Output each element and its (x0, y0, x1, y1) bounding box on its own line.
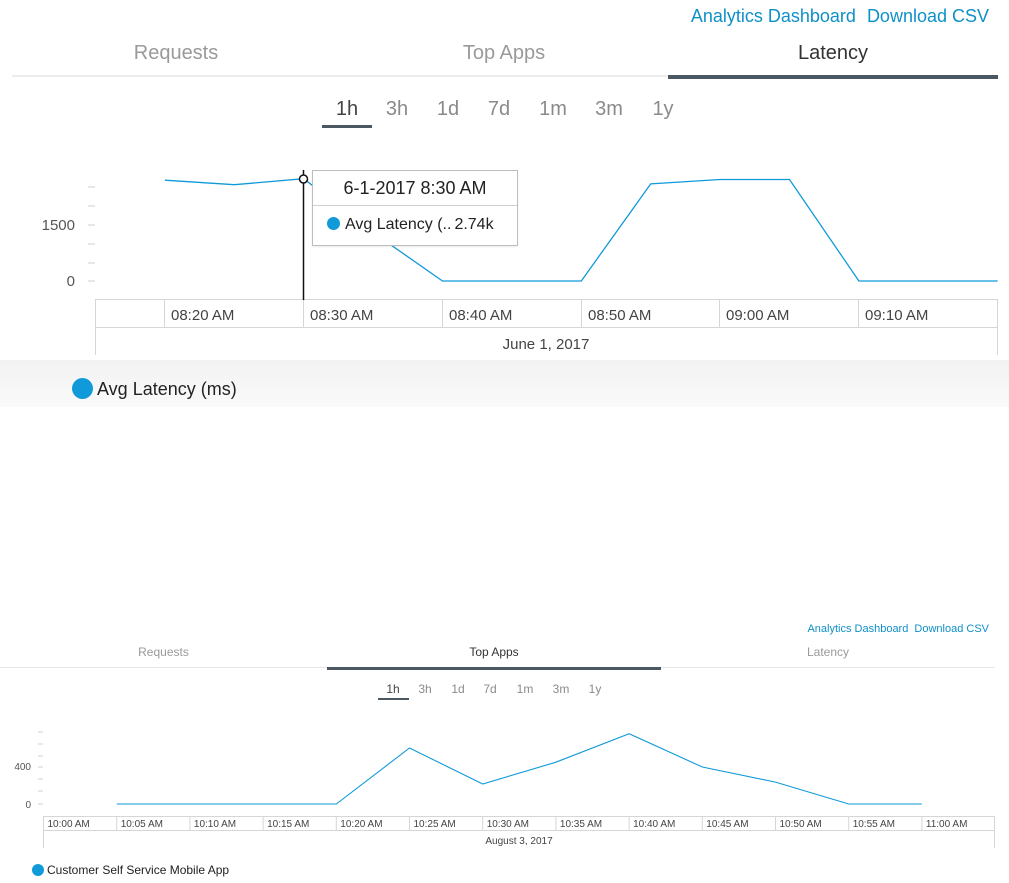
x-tick-label: 10:45 AM (706, 819, 748, 830)
x-tick-label: 10:30 AM (487, 819, 529, 830)
y-tick-label: 1500 (42, 217, 75, 234)
tab-requests[interactable]: Requests (138, 645, 189, 659)
range-1m[interactable]: 1m (516, 682, 534, 696)
x-tick-label: 09:00 AM (726, 307, 789, 324)
tab-requests[interactable]: Requests (133, 42, 219, 64)
range-3m[interactable]: 3m (595, 98, 623, 120)
tab-top-apps[interactable]: Top Apps (469, 645, 519, 659)
header-links: Analytics Dashboard Download CSV (691, 6, 989, 27)
hover-point-marker (298, 174, 309, 184)
tab-top-apps[interactable]: Top Apps (462, 42, 546, 64)
x-tick-label: 09:10 AM (865, 307, 928, 324)
legend-dot (32, 864, 44, 876)
header-links: Analytics Dashboard Download CSV (807, 623, 989, 635)
analytics-dashboard-link[interactable]: Analytics Dashboard (690, 6, 856, 26)
x-tick-label: 11:00 AM (926, 819, 968, 830)
range-3h[interactable]: 3h (418, 682, 432, 696)
y-tick-label: 0 (67, 273, 75, 290)
download-csv-link[interactable]: Download CSV (914, 623, 989, 635)
x-tick-label: 10:15 AM (267, 819, 309, 830)
latency-chart: 1500 0 08:20 AM 08:30 AM 08:40 AM 08:50 … (42, 170, 998, 355)
legend-item-avg-latency[interactable]: Avg Latency (ms) (72, 378, 237, 400)
range-1m[interactable]: 1m (539, 98, 567, 120)
legend-dot (72, 378, 93, 399)
tooltip-series-dot (327, 217, 340, 230)
hover-tooltip: 6-1-2017 8:30 AM Avg Latency (.. 2.74k (312, 170, 518, 246)
x-tick-label: 10:20 AM (340, 819, 382, 830)
tooltip-value: 2.74k (454, 216, 494, 233)
x-tick-label: 10:05 AM (121, 819, 163, 830)
legend-bar (0, 360, 1009, 407)
range-1h[interactable]: 1h (386, 682, 400, 696)
tab-latency[interactable]: Latency (806, 645, 850, 659)
y-tick-label: 400 (14, 762, 31, 773)
x-tick-label: 10:25 AM (414, 819, 456, 830)
tooltip-title: 6-1-2017 8:30 AM (313, 171, 517, 206)
x-axis-date-label: June 1, 2017 (503, 336, 590, 353)
download-csv-link[interactable]: Download CSV (866, 6, 989, 26)
range-1y[interactable]: 1y (588, 682, 602, 696)
active-tab-indicator (668, 75, 998, 79)
range-1d[interactable]: 1d (451, 682, 465, 696)
series-line-avg-latency (164, 178, 998, 282)
x-tick-label: 08:30 AM (310, 307, 373, 324)
tooltip-row: Avg Latency (.. 2.74k (313, 206, 517, 244)
active-tab-indicator (327, 667, 661, 670)
range-7d[interactable]: 7d (483, 682, 497, 696)
top-apps-chart: 400 0 10:00 AM 10:05 AM 10:10 AM 10:15 AM 10… (14, 731, 995, 848)
x-tick-label: 10:10 AM (194, 819, 236, 830)
range-3m[interactable]: 3m (552, 682, 570, 696)
active-range-indicator (322, 125, 372, 128)
range-1y[interactable]: 1y (652, 98, 674, 120)
active-range-indicator (378, 698, 409, 700)
x-tick-label: 08:20 AM (171, 307, 234, 324)
x-axis-date-label: August 3, 2017 (485, 836, 553, 847)
x-tick-label: 10:55 AM (853, 819, 895, 830)
x-tick-label: 08:40 AM (449, 307, 512, 324)
range-7d[interactable]: 7d (487, 98, 511, 120)
analytics-dashboard-link[interactable]: Analytics Dashboard (807, 623, 909, 635)
tabs-divider (12, 75, 998, 77)
x-axis-box (43, 816, 995, 831)
legend-label: Customer Self Service Mobile App (47, 863, 230, 877)
series-line-customer-self-service-mobile-app (116, 733, 922, 805)
y-tick-label: 0 (25, 800, 31, 811)
tooltip-series-label: Avg Latency (.. (345, 216, 452, 233)
range-1h[interactable]: 1h (335, 98, 359, 120)
x-tick-label: 10:35 AM (560, 819, 602, 830)
x-tick-label: 10:40 AM (633, 819, 675, 830)
range-1d[interactable]: 1d (436, 98, 460, 120)
x-tick-label: 10:50 AM (780, 819, 822, 830)
x-axis-box (95, 299, 998, 328)
tab-latency[interactable]: Latency (797, 42, 869, 64)
x-tick-label: 08:50 AM (588, 307, 651, 324)
range-3h[interactable]: 3h (385, 98, 409, 120)
legend-item-customer-self-service-mobile-app[interactable]: Customer Self Service Mobile App (32, 863, 229, 877)
legend-label: Avg Latency (ms) (97, 379, 237, 399)
x-tick-label: 10:00 AM (48, 819, 90, 830)
